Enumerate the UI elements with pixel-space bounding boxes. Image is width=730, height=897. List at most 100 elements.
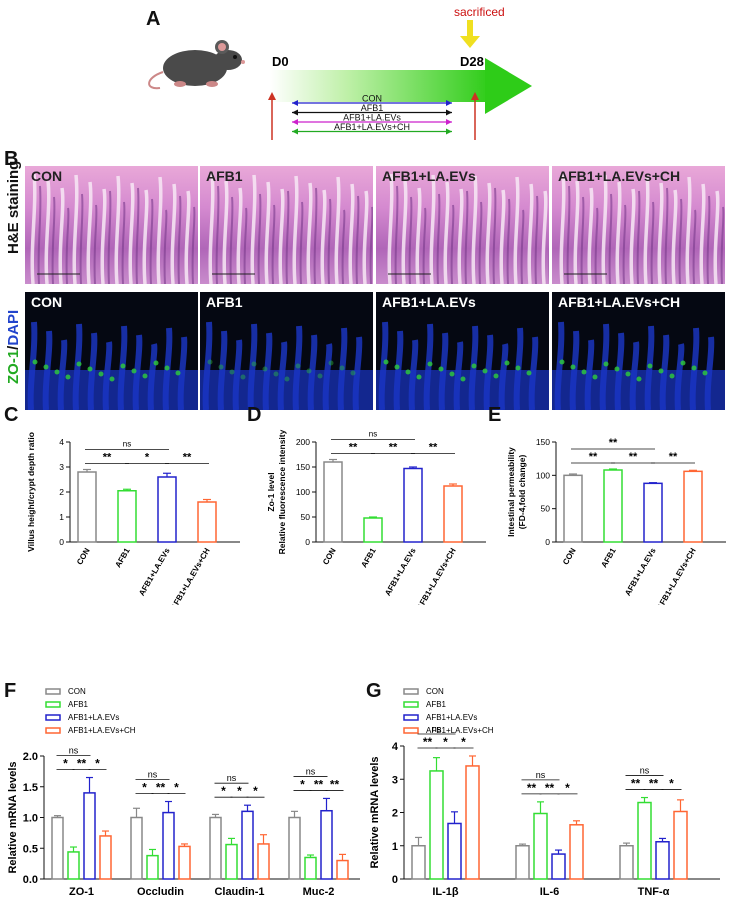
x-category-label: IL-6 — [540, 886, 560, 897]
y-tick-label: 100 — [536, 470, 550, 480]
sig-label: ns — [432, 724, 442, 734]
x-tick-label: AFB1+LA.EVs — [383, 546, 418, 597]
y-axis-label: Relative mRNA levels — [7, 761, 19, 873]
sig-label: ** — [545, 781, 555, 795]
bar — [655, 841, 670, 880]
x-tick-label: CON — [561, 546, 578, 566]
dapi-label: DAPI — [5, 309, 22, 346]
bar — [429, 770, 444, 880]
day-start-label: D0 — [272, 54, 289, 69]
legend-swatch — [403, 688, 419, 695]
chart-e: 0 50 100 150 Intestinal permeability (FD-4,fo… — [506, 437, 726, 605]
bar — [99, 835, 112, 880]
sig-label: ** — [183, 452, 192, 464]
bar — [563, 474, 583, 543]
legend-label: AFB1 — [68, 700, 89, 709]
he-image-2: AFB1+LA.EVs — [376, 166, 549, 284]
y-tick-label: 1 — [59, 512, 64, 522]
he-image-3: AFB1+LA.EVs+CH — [552, 166, 725, 284]
sig-label: * — [461, 735, 466, 749]
sacrificed-label: sacrificed — [454, 5, 505, 19]
y-tick-label: 4 — [59, 437, 64, 447]
x-tick-label: AFB1 — [113, 546, 132, 569]
sig-label: ns — [536, 770, 546, 780]
group-label-1: AFB1 — [361, 103, 384, 113]
chart-f: CON AFB1 AFB1+LA.EVs AFB1+LA.EVs+CH 0.0 0.5 1.… — [7, 687, 360, 897]
x-category-label: Muc-2 — [303, 886, 335, 897]
y-tick-label: 3 — [59, 462, 64, 472]
sig-label: * — [145, 452, 150, 464]
y-tick-label: 0 — [59, 537, 64, 547]
sig-label: ns — [306, 766, 316, 776]
bar — [178, 845, 191, 880]
bar — [162, 811, 175, 880]
sig-label: ** — [589, 451, 598, 463]
bar — [146, 854, 159, 880]
panel-c-letter: C — [4, 404, 19, 426]
legend-label: CON — [426, 687, 444, 696]
x-tick-label: AFB1 — [599, 546, 618, 569]
y-tick-label: 150 — [536, 437, 550, 447]
timeline-arrow — [270, 58, 532, 114]
legend-label: AFB1+LA.EVs+CH — [68, 726, 136, 735]
sig-label: ns — [369, 430, 377, 439]
bar — [619, 845, 634, 880]
y-tick-label: 4 — [392, 741, 399, 753]
bar — [637, 801, 652, 880]
panel-d-letter: D — [247, 404, 262, 426]
he-tile-label: AFB1+LA.EVs — [382, 168, 476, 184]
label-separator: / — [5, 345, 22, 350]
bar — [197, 501, 217, 543]
timeline-diagram: sacrificed D0 D28 CONAFB1AFB1+LA.EVsAFB1… — [148, 5, 532, 140]
legend-label: CON — [68, 687, 86, 696]
group-label-0: CON — [362, 94, 382, 104]
legend-label: AFB1+LA.EVs — [426, 713, 477, 722]
y-tick-label: 0.5 — [23, 843, 38, 855]
zo1-dapi-image-0: CON — [25, 292, 198, 410]
bar — [67, 851, 80, 880]
sig-label: ** — [527, 781, 537, 795]
y-tick-label: 2.0 — [23, 751, 38, 763]
sig-label: ** — [669, 451, 678, 463]
legend-label: AFB1+LA.EVs+CH — [426, 726, 494, 735]
sig-label: ** — [349, 442, 358, 454]
bar — [603, 469, 623, 543]
y-axis-label: Intestinal permeability — [506, 447, 516, 537]
sig-label: * — [63, 757, 68, 771]
bar — [673, 810, 688, 880]
legend-swatch — [403, 727, 419, 734]
sig-label: * — [565, 781, 570, 795]
sig-label: * — [95, 757, 100, 771]
sig-label: ns — [227, 773, 237, 783]
y-tick-label: 150 — [296, 462, 310, 472]
he-tile-label: AFB1 — [206, 168, 243, 184]
panel-f-letter: F — [4, 680, 17, 702]
sig-label: ** — [631, 777, 641, 791]
sig-label: * — [300, 777, 305, 791]
y-tick-label: 0 — [545, 537, 550, 547]
zo1-dapi-row-label: ZO-1/DAPI — [5, 310, 22, 384]
bar — [209, 816, 222, 880]
panel-e-letter: E — [488, 404, 502, 426]
bar — [304, 856, 317, 880]
zo1-dapi-image-1: AFB1 — [200, 292, 373, 410]
bar — [443, 485, 463, 543]
bar — [363, 517, 383, 543]
sig-label: ns — [123, 440, 131, 449]
bar — [683, 470, 703, 543]
panel-a-letter: A — [146, 8, 161, 30]
bar — [533, 812, 548, 880]
bar — [117, 490, 137, 543]
y-tick-label: 200 — [296, 437, 310, 447]
x-category-label: Claudin-1 — [214, 886, 264, 897]
y-tick-label: 2 — [59, 487, 64, 497]
bar — [643, 482, 663, 543]
bar — [569, 824, 584, 880]
x-category-label: TNF-α — [638, 886, 670, 897]
if-tile-label: CON — [31, 294, 63, 310]
group-label-2: AFB1+LA.EVs — [343, 113, 401, 123]
x-category-label: Occludin — [137, 886, 184, 897]
sig-label: ns — [69, 746, 79, 756]
sig-label: * — [174, 781, 179, 795]
legend-swatch — [45, 688, 61, 695]
